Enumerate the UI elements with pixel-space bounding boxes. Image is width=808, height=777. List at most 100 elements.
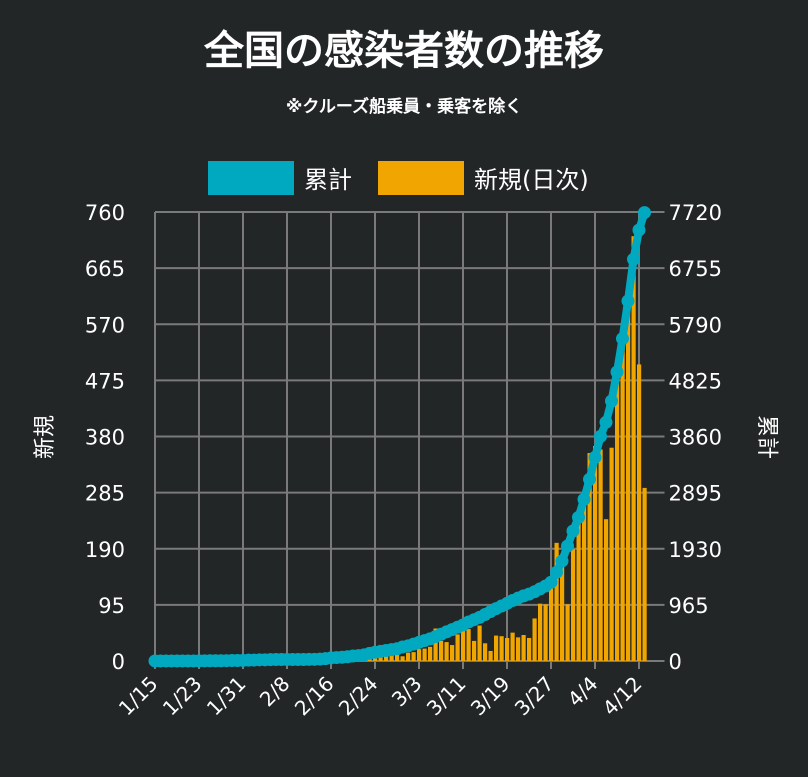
bar-daily: [384, 655, 389, 661]
point-cumulative: [588, 450, 602, 464]
y-tick-right: 7720: [669, 201, 722, 225]
x-tick-label: 2/8: [255, 672, 295, 712]
y-tick-right: 3860: [669, 426, 722, 450]
y-tick-right: 1930: [669, 538, 722, 562]
point-cumulative: [610, 365, 624, 379]
legend-label-cumulative: 累計: [304, 166, 352, 194]
y-tick-left: 95: [98, 594, 125, 618]
point-cumulative: [550, 565, 563, 579]
bar-daily: [642, 487, 647, 661]
legend: 累計 新規(日次): [208, 160, 615, 195]
bar-daily: [587, 453, 592, 661]
point-cumulative: [544, 575, 558, 589]
bar-daily: [593, 445, 598, 661]
point-cumulative: [621, 294, 635, 308]
x-tick-label: 3/19: [466, 672, 515, 721]
bar-daily: [488, 650, 493, 661]
point-cumulative: [572, 510, 585, 524]
point-cumulative: [594, 429, 607, 443]
bar-daily: [499, 636, 504, 661]
bar-daily: [516, 637, 521, 661]
point-cumulative: [632, 223, 646, 237]
bar-daily: [620, 323, 625, 661]
x-tick-label: 3/11: [422, 672, 471, 721]
bar-daily: [378, 655, 383, 661]
legend-swatch-cumulative: [208, 160, 294, 195]
x-tick-label: 1/31: [202, 672, 251, 721]
point-cumulative: [561, 539, 574, 553]
bar-daily: [389, 655, 394, 661]
y-tick-left: 380: [85, 426, 125, 450]
bar-daily: [417, 649, 422, 661]
bar-daily: [565, 604, 570, 661]
bar-daily: [395, 654, 400, 661]
bar-daily: [626, 310, 631, 661]
y-tick-right: 6755: [669, 257, 722, 281]
bar-daily: [554, 542, 559, 661]
legend-item-cumulative: 累計: [208, 160, 352, 195]
bar-daily: [615, 376, 620, 661]
bar-daily: [538, 603, 543, 661]
legend-item-daily: 新規(日次): [378, 160, 589, 195]
bar-daily: [560, 559, 565, 661]
point-cumulative: [555, 554, 569, 568]
x-tick-label: 2/24: [334, 672, 383, 721]
chart-subtitle: ※クルーズ船乗員・乗客を除く: [285, 97, 523, 117]
bar-daily: [549, 587, 554, 661]
point-cumulative: [566, 524, 580, 538]
bar-daily: [510, 632, 515, 661]
bar-daily: [455, 634, 460, 661]
y-tick-right: 5790: [669, 313, 722, 337]
y-tick-left: 760: [85, 201, 125, 225]
bar-daily: [527, 637, 532, 661]
bar-daily: [450, 645, 455, 661]
y-tick-left: 665: [85, 257, 125, 281]
y-axis-title-right: 累計: [754, 415, 779, 459]
y-tick-right: 2895: [669, 482, 722, 506]
point-cumulative: [616, 332, 629, 346]
bar-daily: [598, 449, 603, 661]
legend-label-daily: 新規(日次): [474, 166, 589, 194]
bar-daily: [439, 640, 444, 661]
point-cumulative: [627, 252, 640, 266]
bar-daily: [461, 630, 466, 661]
bar-daily: [444, 642, 449, 661]
x-tick-label: 3/27: [510, 672, 559, 721]
point-cumulative: [577, 492, 591, 506]
y-tick-right: 965: [669, 594, 709, 618]
x-tick-label: 4/4: [563, 672, 603, 712]
bar-daily: [532, 618, 537, 661]
bar-daily: [400, 656, 405, 661]
point-cumulative: [605, 394, 618, 408]
bar-daily: [483, 643, 488, 661]
y-tick-left: 0: [112, 650, 125, 674]
y-tick-right: 4825: [669, 369, 722, 393]
bar-daily: [411, 652, 416, 661]
point-cumulative: [638, 206, 651, 220]
y-axis-title-left: 新規: [33, 415, 58, 459]
y-tick-left: 285: [85, 482, 125, 506]
x-tick-label: 1/23: [158, 672, 207, 721]
bar-daily: [477, 625, 482, 661]
point-cumulative: [583, 472, 596, 486]
x-tick-label: 2/16: [290, 672, 339, 721]
y-tick-left: 190: [85, 538, 125, 562]
bar-daily: [576, 519, 581, 661]
bar-daily: [521, 635, 526, 661]
bar-daily: [637, 364, 642, 661]
legend-swatch-daily: [378, 160, 464, 195]
chart-title: 全国の感染者数の推移: [204, 28, 604, 74]
bar-daily: [494, 635, 499, 661]
bar-daily: [631, 236, 636, 662]
bar-daily: [406, 652, 411, 661]
y-tick-right: 0: [669, 650, 682, 674]
bar-daily: [472, 640, 477, 661]
bar-daily: [428, 646, 433, 661]
bar-daily: [422, 648, 427, 661]
bar-daily: [433, 628, 438, 661]
bar-daily: [604, 519, 609, 661]
x-tick-label: 4/12: [598, 672, 647, 721]
y-tick-left: 475: [85, 369, 125, 393]
